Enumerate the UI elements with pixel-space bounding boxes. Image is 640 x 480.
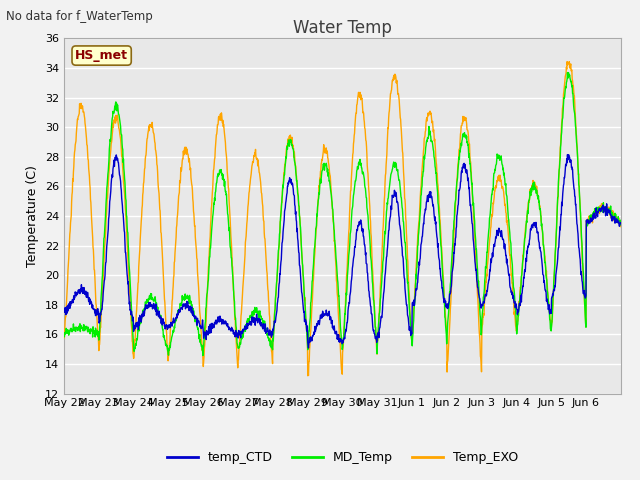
Text: HS_met: HS_met (75, 49, 128, 62)
Text: No data for f_WaterTemp: No data for f_WaterTemp (6, 10, 153, 23)
Legend: temp_CTD, MD_Temp, Temp_EXO: temp_CTD, MD_Temp, Temp_EXO (162, 446, 523, 469)
Y-axis label: Temperature (C): Temperature (C) (26, 165, 39, 267)
Title: Water Temp: Water Temp (293, 19, 392, 37)
